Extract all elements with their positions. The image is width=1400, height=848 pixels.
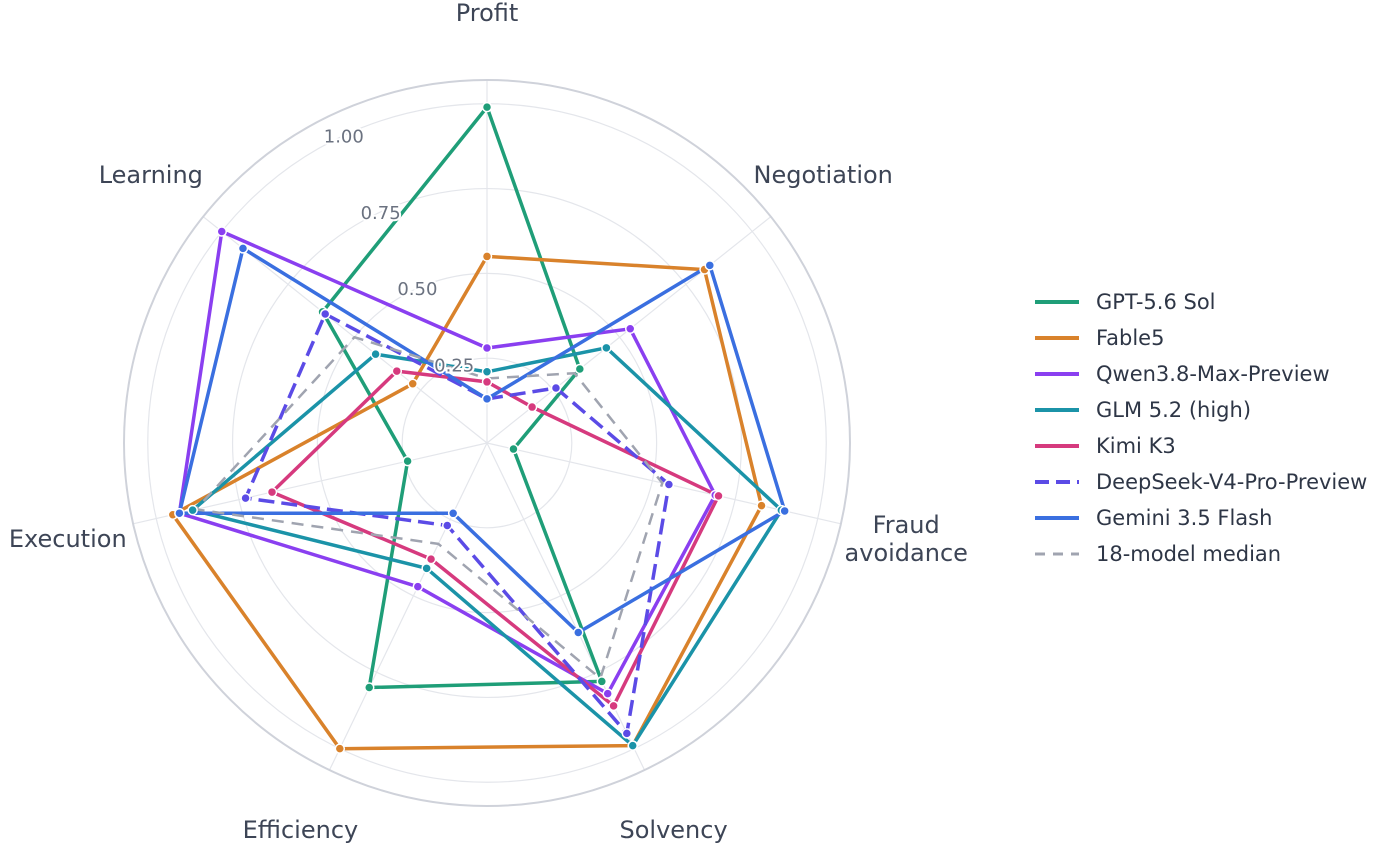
marker bbox=[216, 226, 228, 237]
marker bbox=[573, 627, 584, 638]
marker bbox=[334, 743, 346, 754]
axis-label: Fraud avoidance bbox=[844, 510, 968, 567]
marker bbox=[756, 500, 767, 511]
marker bbox=[370, 348, 381, 360]
series-line bbox=[177, 246, 787, 635]
marker bbox=[481, 393, 493, 405]
axis-label: Execution bbox=[8, 524, 127, 553]
marker bbox=[481, 376, 493, 388]
legend-label: Qwen3.8-Max-Preview bbox=[1096, 362, 1330, 386]
marker bbox=[402, 455, 413, 467]
marker bbox=[442, 520, 453, 531]
marker bbox=[266, 486, 278, 498]
axis-label: Learning bbox=[98, 160, 203, 189]
r-tick-label: 0.50 bbox=[397, 279, 437, 300]
axis-label: Profit bbox=[455, 0, 519, 27]
marker bbox=[407, 378, 418, 390]
marker bbox=[447, 508, 459, 519]
legend-label: GPT-5.6 Sol bbox=[1096, 290, 1216, 314]
outer-ring bbox=[123, 79, 851, 807]
r-tick-label: 0.75 bbox=[361, 203, 401, 224]
legend-label: 18-model median bbox=[1096, 542, 1281, 566]
marker bbox=[704, 260, 716, 271]
marker bbox=[481, 101, 493, 113]
r-tick-label: 0.25 bbox=[434, 356, 474, 377]
r-tick-label: 1.00 bbox=[324, 126, 364, 147]
series-line bbox=[171, 254, 764, 751]
marker bbox=[391, 365, 403, 377]
axis-label: Efficiency bbox=[242, 816, 359, 845]
series-line bbox=[243, 312, 671, 736]
marker bbox=[779, 505, 790, 517]
legend-label: Kimi K3 bbox=[1096, 434, 1176, 458]
axis-label: Solvency bbox=[619, 816, 728, 845]
marker bbox=[481, 366, 493, 378]
marker bbox=[481, 251, 493, 262]
series-line bbox=[194, 335, 664, 680]
series-line bbox=[320, 105, 604, 690]
marker bbox=[596, 676, 608, 687]
marker bbox=[412, 581, 424, 592]
marker bbox=[237, 243, 249, 254]
marker bbox=[481, 342, 493, 354]
marker bbox=[363, 682, 375, 693]
axis-label: Negotiation bbox=[753, 160, 893, 189]
legend-label: Gemini 3.5 Flash bbox=[1096, 506, 1272, 530]
marker bbox=[550, 382, 562, 394]
series-line bbox=[177, 229, 717, 696]
marker bbox=[663, 479, 675, 490]
marker bbox=[602, 688, 613, 699]
marker bbox=[526, 401, 538, 413]
series-line bbox=[190, 346, 784, 748]
marker bbox=[608, 700, 619, 712]
marker bbox=[713, 490, 724, 502]
marker bbox=[601, 342, 612, 354]
spoke bbox=[328, 442, 488, 771]
spoke bbox=[486, 442, 646, 771]
marker bbox=[319, 308, 331, 320]
marker bbox=[624, 323, 636, 335]
legend-label: Fable5 bbox=[1096, 326, 1164, 350]
marker bbox=[174, 507, 185, 519]
legend-label: GLM 5.2 (high) bbox=[1096, 398, 1251, 422]
marker bbox=[508, 443, 519, 455]
marker bbox=[627, 740, 638, 751]
marker bbox=[240, 492, 251, 504]
legend-label: DeepSeek-V4-Pro-Preview bbox=[1096, 470, 1367, 494]
marker bbox=[621, 728, 633, 739]
marker bbox=[187, 504, 198, 516]
marker bbox=[425, 553, 437, 565]
series-line bbox=[270, 369, 721, 708]
marker bbox=[574, 363, 586, 375]
marker bbox=[421, 563, 432, 574]
